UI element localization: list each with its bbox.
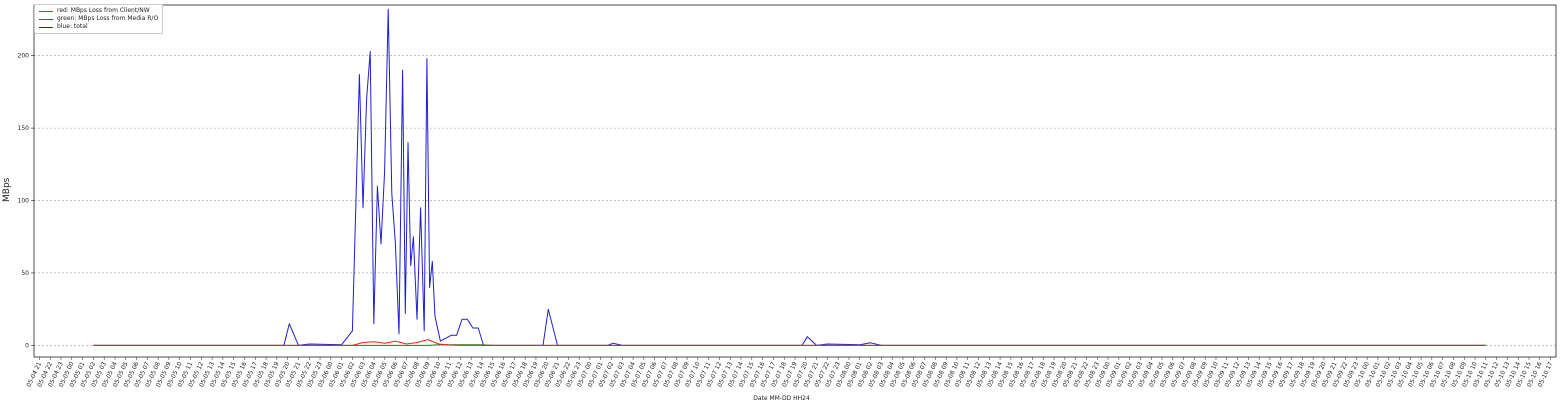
legend-entry-blue: blue: total: [39, 23, 158, 31]
y-tick-label: 50: [21, 270, 29, 277]
legend-label-green: green: MBps Loss from Media R/O: [57, 15, 159, 22]
series-layer: [93, 8, 1486, 346]
grid-lines: [34, 55, 1556, 346]
x-axis-label: Date MM-DD HH24: [753, 395, 810, 402]
legend-entry-red: red: MBps Loss from Client/NW: [39, 7, 158, 15]
plot-frame: [33, 4, 1557, 358]
y-tick-label: 200: [18, 53, 30, 60]
legend: red: MBps Loss from Client/NW green: MBp…: [34, 4, 164, 34]
legend-entry-green: green: MBps Loss from Media R/O: [39, 15, 158, 23]
legend-label-blue: blue: total: [57, 23, 88, 30]
y-axis-ticks: 0 50 100 150 200: [18, 53, 34, 349]
y-tick-label: 0: [25, 342, 29, 349]
legend-swatch-red: [39, 10, 53, 12]
legend-swatch-green: [39, 18, 53, 20]
y-tick-label: 150: [18, 125, 30, 132]
y-tick-label: 100: [18, 198, 30, 205]
legend-label-red: red: MBps Loss from Client/NW: [57, 7, 150, 14]
series-line-blue: [93, 8, 1486, 346]
series-line-red: [93, 339, 1486, 346]
y-axis-label: MBps: [2, 177, 12, 202]
legend-swatch-blue: [39, 26, 53, 28]
